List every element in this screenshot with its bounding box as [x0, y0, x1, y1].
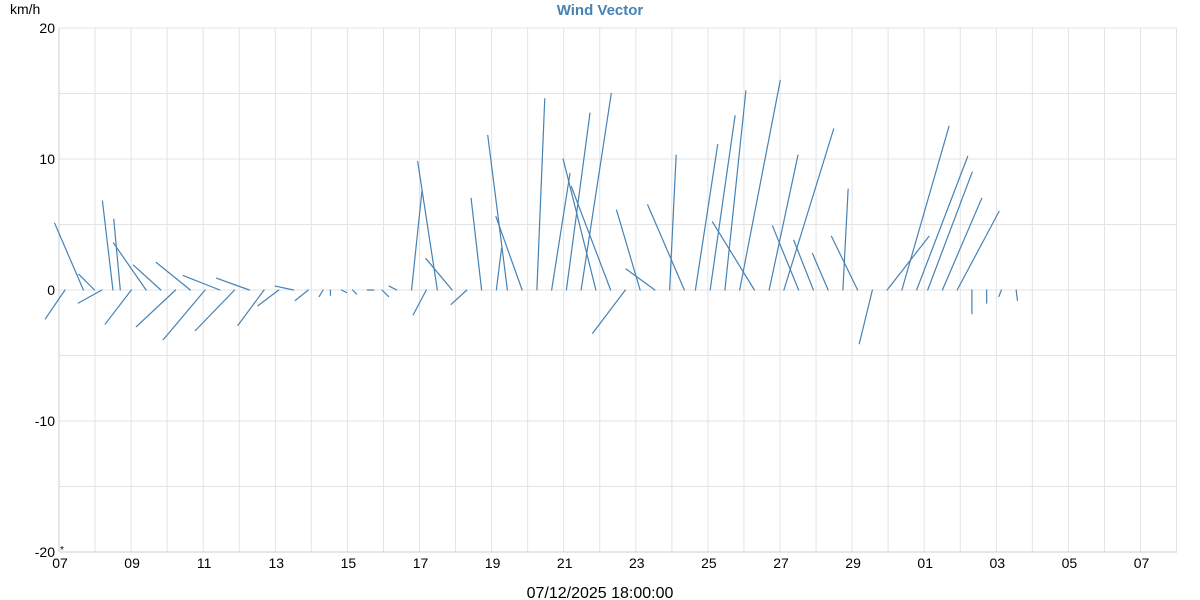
x-tick-label: 01 — [917, 555, 933, 571]
wind-vector-line — [162, 289, 206, 341]
wind-vector-line — [886, 235, 930, 291]
y-unit-label: km/h — [10, 1, 40, 17]
wind-vector-line — [941, 197, 983, 291]
wind-vector-line — [592, 289, 626, 334]
x-tick-label: 19 — [485, 555, 501, 571]
wind-vector-line — [830, 235, 859, 291]
wind-vector-line — [425, 257, 453, 291]
y-tick-label: 10 — [39, 151, 55, 167]
y-tick-label: -20 — [35, 544, 55, 560]
wind-vector-line — [44, 289, 66, 320]
wind-vector-line — [927, 171, 973, 291]
wind-vector-line — [135, 289, 177, 328]
x-tick-label: 15 — [341, 555, 357, 571]
y-axis-ticks: 20 10 0 -10 -20 — [35, 20, 55, 560]
wind-vector-line — [783, 128, 835, 291]
wind-vectors — [44, 79, 1019, 345]
wind-vector-line — [858, 289, 873, 345]
x-tick-label: 13 — [269, 555, 285, 571]
x-tick-label: 17 — [413, 555, 429, 571]
wind-vector-line — [998, 289, 1003, 298]
wind-vector-line — [113, 218, 121, 291]
x-axis-ticks: 07 09 11 13 15 17 19 21 23 25 27 29 01 03 05 07 — [52, 555, 1149, 571]
wind-vector-line — [901, 125, 950, 291]
wind-vector-line — [470, 197, 483, 291]
wind-vector-line — [495, 247, 503, 291]
wind-vector-line — [724, 90, 747, 291]
wind-vector-line — [739, 79, 781, 291]
wind-vector-line — [625, 268, 656, 291]
wind-vector-line — [318, 289, 324, 298]
wind-vector-line — [565, 112, 591, 291]
wind-vector-line — [101, 200, 114, 291]
wind-vector-line — [340, 289, 348, 294]
wind-vector-line — [77, 289, 103, 304]
wind-vector-line — [615, 209, 641, 291]
wind-vector-line — [580, 92, 612, 291]
wind-vector-line — [669, 154, 677, 291]
x-tick-label: 11 — [197, 555, 212, 571]
wind-vector-line — [1015, 289, 1019, 302]
wind-vector-line — [194, 289, 236, 332]
wind-vector-line — [274, 285, 295, 291]
wind-vector-line — [351, 289, 358, 295]
wind-vector-line — [771, 225, 800, 291]
wind-vector-line — [768, 154, 799, 291]
wind-vector-line — [294, 289, 309, 302]
chart-title: Wind Vector — [557, 2, 644, 19]
x-tick-label: 07 — [52, 555, 68, 571]
wind-vector-line — [417, 161, 438, 291]
y-axis-marker: * — [60, 545, 64, 556]
wind-vector-line — [495, 216, 523, 291]
wind-vector-line — [412, 289, 427, 316]
wind-vector-line — [54, 222, 85, 291]
wind-vector-line — [711, 221, 756, 291]
wind-vector-line — [916, 155, 969, 291]
wind-vector-line — [381, 289, 390, 298]
wind-vector-line — [182, 274, 221, 291]
wind-vector-line — [215, 277, 250, 291]
wind-vector-line — [570, 185, 612, 291]
wind-vector-line — [104, 289, 132, 325]
wind-vector-line — [536, 98, 546, 291]
y-tick-label: -10 — [35, 413, 55, 429]
x-tick-label: 05 — [1062, 555, 1078, 571]
x-tick-label: 09 — [124, 555, 140, 571]
x-tick-label: 21 — [557, 555, 573, 571]
wind-vector-line — [132, 264, 162, 291]
wind-vector-line — [551, 172, 571, 291]
x-tick-label: 25 — [701, 555, 717, 571]
x-tick-label: 29 — [845, 555, 861, 571]
x-tick-label: 07 — [1134, 555, 1150, 571]
wind-vector-line — [842, 188, 849, 291]
wind-vector-line — [694, 143, 719, 291]
x-tick-label: 23 — [629, 555, 645, 571]
wind-vector-line — [155, 261, 191, 291]
wind-vector-line — [956, 210, 1000, 291]
wind-vector-line — [793, 239, 814, 291]
wind-vector-line — [78, 273, 96, 291]
wind-vector-line — [709, 115, 736, 291]
y-tick-label: 20 — [39, 20, 55, 36]
wind-vector-line — [388, 285, 398, 291]
y-tick-label: 0 — [47, 282, 55, 298]
wind-vector-line — [562, 158, 597, 291]
wind-vector-line — [410, 189, 423, 291]
wind-vector-line — [811, 252, 829, 291]
wind-vector-line — [112, 242, 147, 291]
x-tick-label: 27 — [773, 555, 789, 571]
wind-vector-line — [487, 134, 508, 291]
grid — [58, 27, 1178, 553]
timestamp-label: 07/12/2025 18:00:00 — [527, 585, 674, 600]
x-tick-label: 03 — [990, 555, 1006, 571]
wind-vector-line — [647, 204, 685, 291]
wind-vector-line — [257, 289, 280, 307]
wind-vector-line — [450, 289, 468, 306]
wind-vector-line — [237, 289, 265, 326]
